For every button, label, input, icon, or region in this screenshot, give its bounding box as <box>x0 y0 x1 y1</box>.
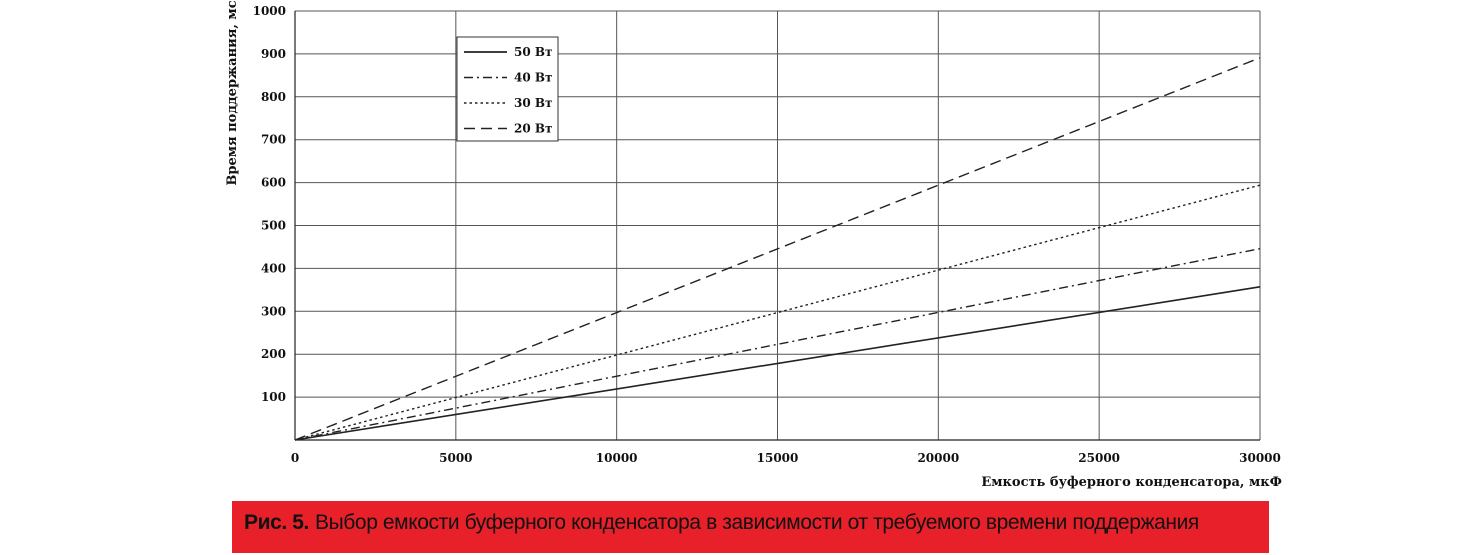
legend-label-1: 40 Вт <box>514 71 552 85</box>
series-line-1 <box>294 247 1261 441</box>
x-tick-label-2: 10000 <box>596 451 638 465</box>
y-tick-label-0: 100 <box>261 390 286 404</box>
y-tick-label-1: 200 <box>261 347 286 361</box>
legend-label-0: 50 Вт <box>514 45 552 59</box>
x-tick-label-1: 5000 <box>439 451 472 465</box>
x-tick-label-0: 0 <box>291 451 299 465</box>
legend-label-3: 20 Вт <box>514 122 552 136</box>
y-tick-label-8: 900 <box>261 47 286 61</box>
legend: 50 Вт 40 Вт 30 Вт 20 Вт <box>456 36 559 142</box>
y-tick-label-3: 400 <box>261 261 286 275</box>
tick-labels: 0 5000 10000 15000 20000 25000 30000 100 200 300 4… <box>253 4 1281 465</box>
series-lines <box>294 57 1261 441</box>
grid <box>295 10 1261 440</box>
series-line-0 <box>294 286 1261 441</box>
y-tick-label-6: 700 <box>261 133 286 147</box>
series-line-3 <box>294 57 1261 441</box>
y-tick-label-7: 800 <box>261 90 286 104</box>
y-tick-label-4: 500 <box>261 219 286 233</box>
x-tick-label-5: 25000 <box>1078 451 1120 465</box>
figure-caption-label: Рис. 5. <box>244 511 309 534</box>
x-tick-label-4: 20000 <box>917 451 959 465</box>
figure-caption-text: Выбор емкости буферного конденсатора в з… <box>314 511 1199 534</box>
y-tick-label-9: 1000 <box>253 4 286 18</box>
legend-box <box>456 36 559 142</box>
axes <box>294 11 1260 441</box>
x-tick-label-3: 15000 <box>757 451 799 465</box>
y-axis-label: Время поддержания, мс <box>225 0 240 185</box>
y-tick-label-2: 300 <box>261 304 286 318</box>
x-axis-label: Емкость буферного конденсатора, мкФ <box>981 475 1282 490</box>
series-line-2 <box>294 184 1261 441</box>
x-tick-label-6: 30000 <box>1239 451 1281 465</box>
legend-label-2: 30 Вт <box>514 96 552 110</box>
y-tick-label-5: 600 <box>261 176 286 190</box>
figure-caption: Рис. 5. Выбор емкости буферного конденсат… <box>232 501 1269 553</box>
